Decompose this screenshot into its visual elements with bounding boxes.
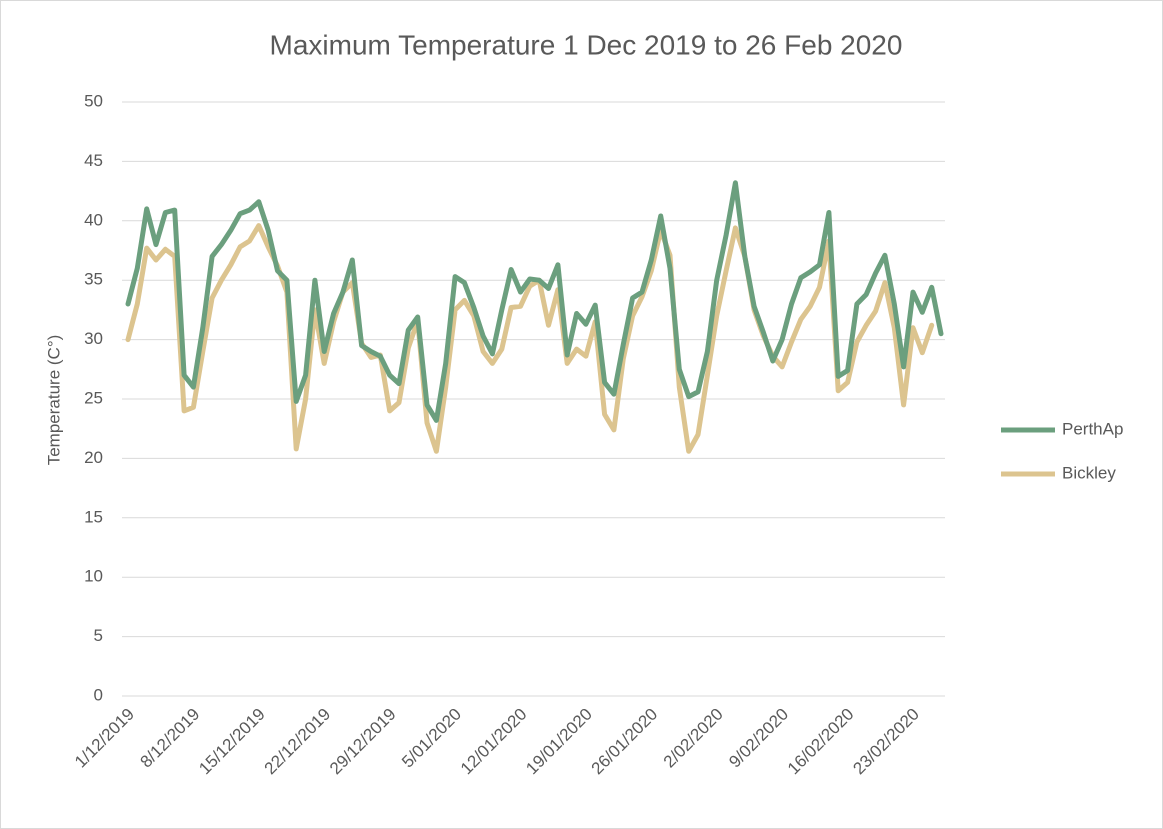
y-tick-label: 35 [84,270,103,289]
legend-label: PerthAp [1062,419,1123,438]
y-tick-label: 5 [94,626,103,645]
legend-label: Bickley [1062,463,1116,482]
y-tick-label: 50 [84,91,103,110]
y-tick-label: 20 [84,448,103,467]
y-tick-label: 45 [84,151,103,170]
y-tick-label: 40 [84,210,103,229]
chart-title: Maximum Temperature 1 Dec 2019 to 26 Feb… [270,29,903,60]
line-series [125,180,944,423]
y-tick-label: 10 [84,567,103,586]
y-tick-label: 15 [84,507,103,526]
line-series [125,223,935,454]
y-axis-label: Temperature (C°) [44,335,63,466]
y-tick-label: 0 [94,685,103,704]
y-tick-label: 30 [84,329,103,348]
y-tick-label: 25 [84,388,103,407]
